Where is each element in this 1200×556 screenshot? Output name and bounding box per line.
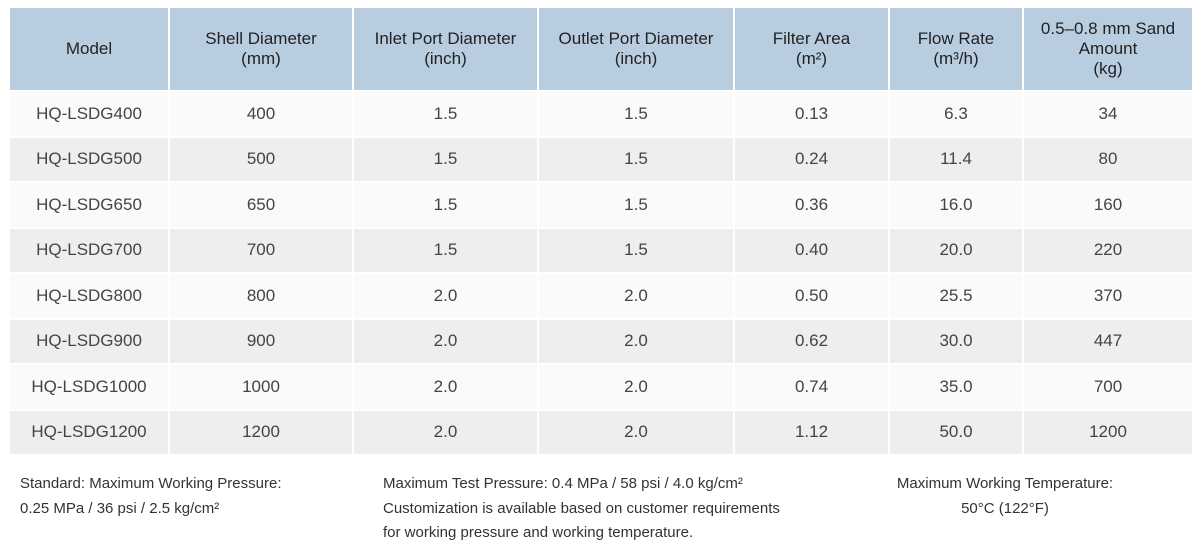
table-cell: 2.0 bbox=[537, 272, 735, 320]
header-line: (m²) bbox=[795, 49, 828, 68]
table-row: HQ-LSDG1200 1200 2.0 2.0 1.12 50.0 1200 bbox=[8, 408, 1194, 456]
header-cell: Filter Area (m²) bbox=[733, 6, 890, 92]
table-cell: 30.0 bbox=[888, 317, 1024, 365]
table-cell: 1.5 bbox=[537, 90, 735, 138]
table-row: HQ-LSDG500 500 1.5 1.5 0.24 11.4 80 bbox=[8, 135, 1194, 183]
table-cell: 0.13 bbox=[733, 90, 890, 138]
table-cell: 1.5 bbox=[352, 135, 539, 183]
table-cell: 2.0 bbox=[352, 317, 539, 365]
table-cell: 800 bbox=[168, 272, 354, 320]
footnote-line: for working pressure and working tempera… bbox=[383, 524, 694, 541]
table-cell: 447 bbox=[1022, 317, 1194, 365]
table-cell: 900 bbox=[168, 317, 354, 365]
table-cell: 2.0 bbox=[537, 363, 735, 411]
table-cell: 0.36 bbox=[733, 181, 890, 229]
footnote-line: Standard: Maximum Working Pressure: bbox=[20, 475, 282, 492]
spec-table: Model Shell Diameter (mm) Inlet Port Diamet… bbox=[8, 6, 1194, 456]
header-cell: Shell Diameter (mm) bbox=[168, 6, 354, 92]
table-cell: 1.12 bbox=[733, 408, 890, 456]
footnote-line: Maximum Working Temperature: bbox=[896, 475, 1114, 492]
header-line: (m³/h) bbox=[933, 49, 979, 68]
table-cell: 1.5 bbox=[537, 135, 735, 183]
table-cell: HQ-LSDG500 bbox=[8, 135, 170, 183]
table-cell: 160 bbox=[1022, 181, 1194, 229]
table-cell: 2.0 bbox=[352, 272, 539, 320]
header-cell: Flow Rate (m³/h) bbox=[888, 6, 1024, 92]
table-cell: 1000 bbox=[168, 363, 354, 411]
footnote-line: 50°C (122°F) bbox=[961, 499, 1049, 517]
header-line: Outlet Port Diameter bbox=[558, 29, 714, 48]
table-cell: 1.5 bbox=[537, 181, 735, 229]
table-cell: HQ-LSDG900 bbox=[8, 317, 170, 365]
table-cell: 11.4 bbox=[888, 135, 1024, 183]
table-row: HQ-LSDG700 700 1.5 1.5 0.40 20.0 220 bbox=[8, 226, 1194, 274]
header-line: Amount bbox=[1078, 39, 1138, 58]
table-cell: 0.74 bbox=[733, 363, 890, 411]
header-line: (mm) bbox=[241, 49, 281, 68]
table-cell: 20.0 bbox=[888, 226, 1024, 274]
footnote: Maximum Test Pressure: 0.4 MPa / 58 psi … bbox=[383, 472, 780, 546]
table-cell: 6.3 bbox=[888, 90, 1024, 138]
header-line: Model bbox=[65, 39, 113, 58]
table-cell: 34 bbox=[1022, 90, 1194, 138]
header-line: Inlet Port Diameter bbox=[374, 29, 517, 48]
table-body: HQ-LSDG400 400 1.5 1.5 0.13 6.3 34 HQ-LSDG500 50… bbox=[8, 90, 1194, 456]
table-cell: 220 bbox=[1022, 226, 1194, 274]
table-cell: 2.0 bbox=[537, 408, 735, 456]
table-cell: 0.24 bbox=[733, 135, 890, 183]
footnote: Standard: Maximum Working Pressure: 0.25 … bbox=[20, 472, 281, 521]
table-cell: HQ-LSDG800 bbox=[8, 272, 170, 320]
table-cell: 700 bbox=[1022, 363, 1194, 411]
footnote-line: Customization is available based on cust… bbox=[383, 499, 780, 517]
header-line: (inch) bbox=[614, 49, 658, 68]
table-cell: 2.0 bbox=[352, 408, 539, 456]
table-cell: 50.0 bbox=[888, 408, 1024, 456]
header-cell: Model bbox=[8, 6, 170, 92]
footnote-line: 0.25 MPa / 36 psi / 2.5 kg/cm² bbox=[20, 499, 220, 517]
footnote: Maximum Working Temperature: 50°C (122°F) bbox=[860, 472, 1150, 521]
header-line: Filter Area bbox=[772, 29, 851, 48]
table-cell: 25.5 bbox=[888, 272, 1024, 320]
table-cell: 0.40 bbox=[733, 226, 890, 274]
table-row: HQ-LSDG400 400 1.5 1.5 0.13 6.3 34 bbox=[8, 90, 1194, 138]
header-line: (kg) bbox=[1093, 59, 1123, 78]
table-cell: 650 bbox=[168, 181, 354, 229]
header-line: Flow Rate bbox=[917, 29, 995, 48]
table-cell: 1200 bbox=[168, 408, 354, 456]
table-cell: 700 bbox=[168, 226, 354, 274]
table-cell: 500 bbox=[168, 135, 354, 183]
header-cell: Outlet Port Diameter (inch) bbox=[537, 6, 735, 92]
table-cell: 1200 bbox=[1022, 408, 1194, 456]
table-cell: 0.50 bbox=[733, 272, 890, 320]
table-cell: 1.5 bbox=[352, 90, 539, 138]
table-cell: HQ-LSDG400 bbox=[8, 90, 170, 138]
footnote-line: Maximum Test Pressure: 0.4 MPa / 58 psi … bbox=[383, 475, 743, 492]
table-cell: 0.62 bbox=[733, 317, 890, 365]
table-cell: 2.0 bbox=[537, 317, 735, 365]
table-cell: 1.5 bbox=[352, 181, 539, 229]
table-cell: 80 bbox=[1022, 135, 1194, 183]
header-cell: 0.5–0.8 mm Sand Amount (kg) bbox=[1022, 6, 1194, 92]
table-cell: 16.0 bbox=[888, 181, 1024, 229]
header-cell: Inlet Port Diameter (inch) bbox=[352, 6, 539, 92]
header-line: Shell Diameter bbox=[205, 29, 317, 48]
table-cell: HQ-LSDG700 bbox=[8, 226, 170, 274]
table-cell: 370 bbox=[1022, 272, 1194, 320]
table-cell: 1.5 bbox=[352, 226, 539, 274]
table-cell: HQ-LSDG650 bbox=[8, 181, 170, 229]
table-row: HQ-LSDG900 900 2.0 2.0 0.62 30.0 447 bbox=[8, 317, 1194, 365]
table-cell: 35.0 bbox=[888, 363, 1024, 411]
table-row: HQ-LSDG1000 1000 2.0 2.0 0.74 35.0 700 bbox=[8, 363, 1194, 411]
table-cell: 400 bbox=[168, 90, 354, 138]
header-line: (inch) bbox=[424, 49, 467, 68]
table-cell: 2.0 bbox=[352, 363, 539, 411]
table-cell: HQ-LSDG1000 bbox=[8, 363, 170, 411]
table-row: HQ-LSDG650 650 1.5 1.5 0.36 16.0 160 bbox=[8, 181, 1194, 229]
header-row: Model Shell Diameter (mm) Inlet Port Diamet… bbox=[8, 6, 1194, 92]
table-cell: HQ-LSDG1200 bbox=[8, 408, 170, 456]
header-line: 0.5–0.8 mm Sand bbox=[1040, 19, 1176, 38]
table-cell: 1.5 bbox=[537, 226, 735, 274]
table-row: HQ-LSDG800 800 2.0 2.0 0.50 25.5 370 bbox=[8, 272, 1194, 320]
